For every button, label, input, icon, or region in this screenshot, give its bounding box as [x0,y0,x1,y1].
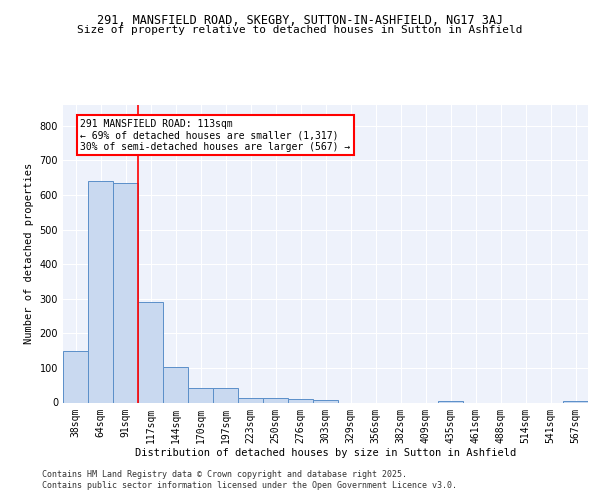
Bar [438,401,463,402]
Bar [563,401,588,402]
Y-axis label: Number of detached properties: Number of detached properties [24,163,34,344]
Text: 291, MANSFIELD ROAD, SKEGBY, SUTTON-IN-ASHFIELD, NG17 3AJ: 291, MANSFIELD ROAD, SKEGBY, SUTTON-IN-A… [97,14,503,27]
Bar [263,398,288,402]
Bar [238,398,263,402]
Text: Contains HM Land Registry data © Crown copyright and database right 2025.: Contains HM Land Registry data © Crown c… [42,470,407,479]
Bar [213,388,238,402]
Text: Size of property relative to detached houses in Sutton in Ashfield: Size of property relative to detached ho… [77,25,523,35]
Bar [63,350,88,403]
Bar [113,183,138,402]
Text: 291 MANSFIELD ROAD: 113sqm
← 69% of detached houses are smaller (1,317)
30% of s: 291 MANSFIELD ROAD: 113sqm ← 69% of deta… [80,119,351,152]
Text: Contains public sector information licensed under the Open Government Licence v3: Contains public sector information licen… [42,481,457,490]
Bar [188,388,213,402]
Bar [288,399,313,402]
Bar [88,181,113,402]
Bar [163,367,188,402]
X-axis label: Distribution of detached houses by size in Sutton in Ashfield: Distribution of detached houses by size … [135,448,516,458]
Bar [313,400,338,402]
Bar [138,302,163,402]
